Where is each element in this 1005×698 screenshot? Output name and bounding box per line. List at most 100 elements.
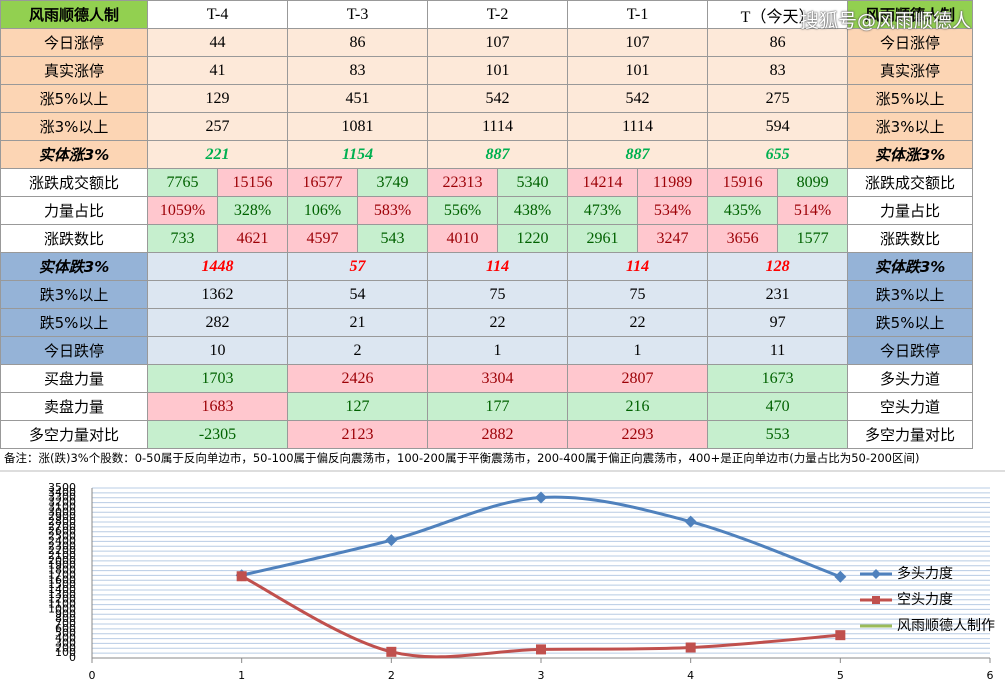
cell: 177: [427, 392, 569, 421]
cell: 1683: [146, 392, 289, 421]
cell: 2: [287, 336, 429, 365]
y-tick-label: 2400: [48, 534, 76, 547]
cell: 3247: [637, 224, 709, 253]
cell: 空头力道: [847, 392, 974, 421]
row: 买盘力量 1703 2426 3304 2807 1673 多头力道: [0, 364, 974, 393]
y-tick-label: 3200: [48, 496, 76, 509]
cell: 1703: [146, 364, 289, 393]
cell: 1059%: [147, 196, 218, 225]
cell: 556%: [427, 196, 499, 225]
row: 涨跌成交额比 7765 15156 16577 3749 22313 5340 14214 11…: [0, 168, 974, 197]
row: 涨跌数比 733 4621 4597 543 4010 1220 2961 3247 3656 15…: [0, 224, 974, 253]
y-tick-label: 2000: [48, 554, 76, 567]
cell: 107: [567, 28, 709, 57]
cell: 卖盘力量: [0, 392, 148, 421]
y-tick-label: 0: [69, 651, 76, 664]
row: 卖盘力量 1683 127 177 216 470 空头力道: [0, 392, 974, 421]
note: 备注：涨(跌)3%个股数：0-50属于反向单边市，50-100属于偏反向震荡市，…: [4, 451, 920, 465]
cell: 221: [146, 140, 289, 169]
cell: T-1: [567, 0, 709, 29]
cell: 5340: [497, 168, 569, 197]
cell: 41: [146, 56, 289, 85]
cell: 涨跌数比: [847, 224, 974, 253]
cell: 733: [147, 224, 218, 253]
cell: 真实涨停: [0, 56, 148, 85]
cell: 1577: [777, 224, 849, 253]
cell: 涨跌成交额比: [847, 168, 974, 197]
y-tick-label: 3100: [48, 500, 76, 513]
y-tick-label: 500: [55, 627, 76, 640]
cell: 16577: [287, 168, 359, 197]
x-tick-label: 5: [837, 669, 844, 682]
row: 力量占比 1059% 328% 106% 583% 556% 438% 473% 534% 435…: [0, 196, 974, 225]
y-tick-label: 3500: [48, 481, 76, 494]
y-tick-label: 2100: [48, 549, 76, 562]
row: 跌3%以上 1362 54 75 75 231 跌3%以上: [0, 280, 974, 309]
cell: 风雨顺德人制: [0, 0, 148, 29]
row: 涨3%以上 257 1081 1114 1114 594 涨3%以上: [0, 112, 974, 141]
cell: 542: [427, 84, 569, 113]
cell: 涨跌成交额比: [0, 168, 148, 197]
y-tick-label: 600: [55, 622, 76, 635]
cell: 7765: [147, 168, 218, 197]
cell: 114: [567, 252, 709, 281]
legend-label: 多头力度: [897, 565, 953, 582]
cell: 15916: [707, 168, 779, 197]
y-tick-label: 3300: [48, 491, 76, 504]
cell: 83: [287, 56, 429, 85]
cell: 1: [427, 336, 569, 365]
cell: 跌3%以上: [0, 280, 148, 309]
row: 今日跌停 10 2 1 1 11 今日跌停: [0, 336, 974, 365]
cell: 583%: [357, 196, 429, 225]
cell: 594: [707, 112, 849, 141]
cell: 涨3%以上: [0, 112, 148, 141]
x-tick-label: 4: [687, 669, 694, 682]
cell: 跌5%以上: [847, 308, 974, 337]
cell: 114: [427, 252, 569, 281]
row: 实体涨3% 221 1154 887 887 655 实体涨3%: [0, 140, 974, 169]
point: [834, 570, 847, 583]
header-row: 风雨顺德人制 T-4 T-3 T-2 T-1 T（今天） 风雨顺德人制: [0, 0, 974, 29]
cell: 231: [707, 280, 849, 309]
cell: 涨5%以上: [0, 84, 148, 113]
cell: 1: [567, 336, 709, 365]
row: 跌5%以上 282 21 22 22 97 跌5%以上: [0, 308, 974, 337]
y-tick-label: 2500: [48, 530, 76, 543]
cell: 1081: [287, 112, 429, 141]
cell: 451: [287, 84, 429, 113]
cell: 470: [707, 392, 849, 421]
cell: T-2: [427, 0, 569, 29]
cell: T-3: [287, 0, 429, 29]
cell: 1114: [567, 112, 709, 141]
y-tick-label: 2700: [48, 520, 76, 533]
cell: 22: [567, 308, 709, 337]
cell: 86: [707, 28, 849, 57]
point: [536, 644, 546, 655]
cell: 75: [427, 280, 569, 309]
y-tick-label: 1300: [48, 588, 76, 601]
cell: 216: [567, 392, 709, 421]
cell: 328%: [216, 196, 289, 225]
cell: 107: [427, 28, 569, 57]
cell: 今日跌停: [847, 336, 974, 365]
cell: 1448: [146, 252, 289, 281]
cell: 54: [287, 280, 429, 309]
cell: 21: [287, 308, 429, 337]
cell: 2882: [427, 420, 569, 449]
row: 实体跌3% 1448 57 114 114 128 实体跌3%: [0, 252, 974, 281]
cell: 多头力道: [847, 364, 974, 393]
cell: 22313: [427, 168, 499, 197]
cell: 力量占比: [847, 196, 974, 225]
row: 多空力量对比 -2305 2123 2882 2293 553 多空力量对比: [0, 420, 974, 449]
y-tick-label: 1400: [48, 583, 76, 596]
cell: T（今天）: [707, 0, 849, 29]
cell: 14214: [567, 168, 639, 197]
point: [236, 571, 247, 582]
cell: 887: [427, 140, 569, 169]
cell: -2305: [146, 420, 289, 449]
y-tick-label: 1600: [48, 573, 76, 586]
cell: 力量占比: [0, 196, 148, 225]
watermark: 搜狐号@风雨顺德人: [800, 10, 972, 32]
cell: 542: [567, 84, 709, 113]
